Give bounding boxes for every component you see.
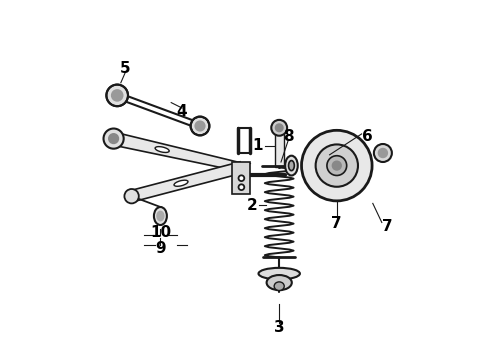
Ellipse shape [274,282,284,291]
Text: 2: 2 [247,198,258,213]
Ellipse shape [267,275,292,290]
Circle shape [196,121,205,131]
Text: 7: 7 [332,216,342,231]
Circle shape [301,130,372,201]
Ellipse shape [155,147,169,153]
Circle shape [239,175,245,181]
Bar [275,133,284,167]
Circle shape [327,156,347,175]
Text: 3: 3 [274,320,285,335]
Circle shape [124,189,139,203]
Circle shape [374,144,392,162]
Ellipse shape [154,207,167,225]
Ellipse shape [174,180,188,186]
Circle shape [112,90,122,101]
Text: 7: 7 [382,219,392,234]
Circle shape [333,161,341,170]
Circle shape [271,120,287,136]
Circle shape [109,134,118,143]
Text: 1: 1 [252,138,263,153]
Text: 8: 8 [283,129,294,144]
Ellipse shape [259,268,300,279]
Circle shape [103,129,123,149]
Text: 10: 10 [150,225,171,240]
Circle shape [316,144,358,187]
Bar [232,162,250,194]
Polygon shape [130,162,243,202]
Text: 4: 4 [177,104,187,119]
Circle shape [239,184,245,190]
Ellipse shape [285,156,298,176]
Polygon shape [112,132,243,172]
Ellipse shape [157,212,164,220]
Circle shape [191,117,209,135]
Circle shape [275,124,283,131]
Text: 9: 9 [155,241,166,256]
Circle shape [106,85,128,106]
Text: 6: 6 [362,129,373,144]
Circle shape [379,149,387,157]
Ellipse shape [289,161,294,171]
Text: 5: 5 [120,61,131,76]
